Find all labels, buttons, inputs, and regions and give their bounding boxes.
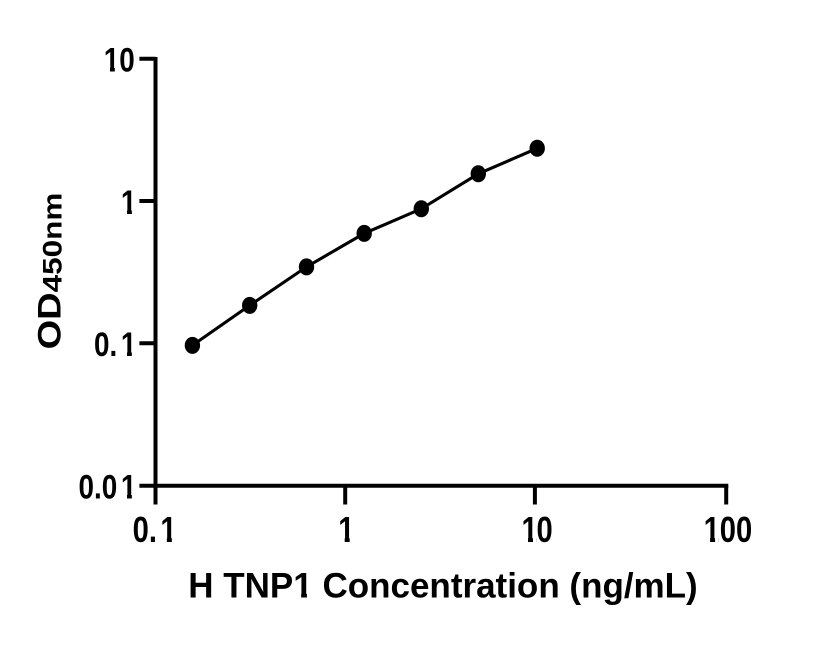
svg-text:0.1: 0.1 [133, 509, 177, 550]
svg-text:1: 1 [121, 183, 137, 221]
svg-text:OD450nm: OD450nm [31, 193, 68, 350]
svg-text:10: 10 [104, 41, 135, 79]
svg-text:10: 10 [521, 509, 552, 550]
svg-text:0.1: 0.1 [94, 326, 136, 364]
svg-text:H TNP1 Concentration (ng/mL): H TNP1 Concentration (ng/mL) [188, 566, 697, 605]
svg-text:0.01: 0.0 1 [79, 468, 137, 506]
svg-text:1: 1 [338, 509, 354, 550]
svg-text:100: 100 [704, 509, 753, 550]
